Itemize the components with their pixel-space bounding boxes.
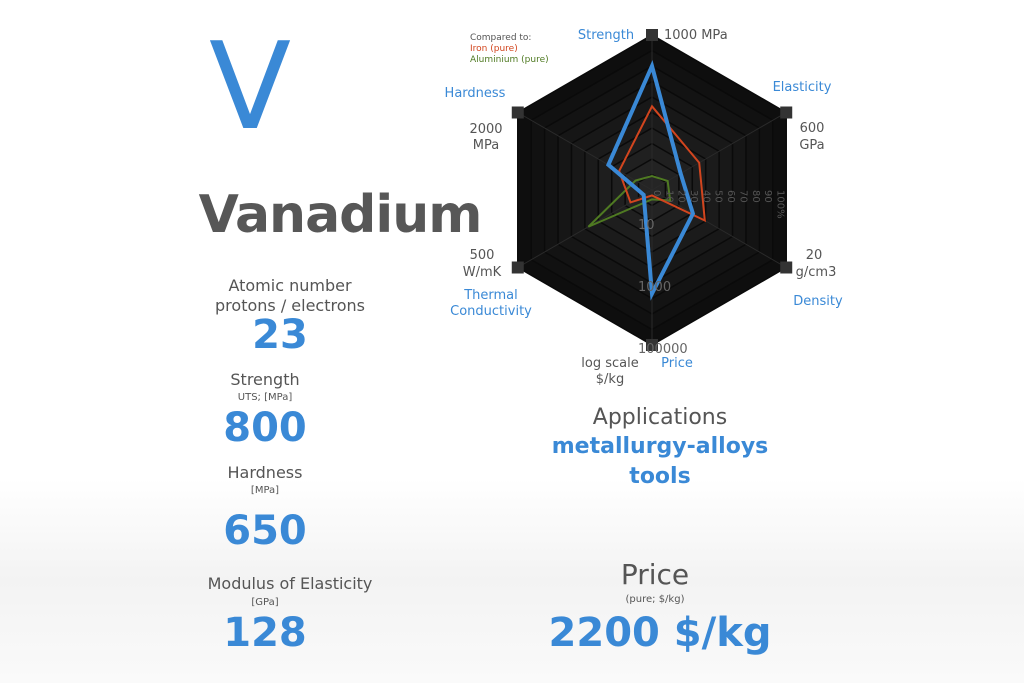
- axis-max-thermal-unit: W/mK: [463, 265, 502, 280]
- price-unit: (pure; $/kg): [625, 594, 685, 605]
- legend-aluminium: Aluminium (pure): [470, 55, 549, 65]
- axis-label-elasticity: Elasticity: [773, 80, 832, 95]
- series-iron: [618, 104, 706, 223]
- price-title: Price: [620, 558, 690, 591]
- axis-label-thermal: Thermal: [463, 288, 518, 303]
- axis-max-density-unit: g/cm3: [796, 265, 837, 280]
- percent-tick-label: 30: [688, 190, 699, 203]
- elasticity-value: 128: [223, 610, 307, 656]
- axis-max-strength: 1000 MPa: [664, 28, 728, 43]
- axis-max-hardness-unit: MPa: [473, 138, 499, 153]
- axis-end-marker: [780, 261, 793, 274]
- axis-end-marker: [646, 29, 658, 41]
- percent-tick-label: 20: [676, 190, 687, 203]
- legend-iron: Iron (pure): [470, 44, 518, 54]
- axis-label-density: Density: [793, 294, 843, 309]
- axis-end-marker: [511, 106, 524, 119]
- application-item: metallurgy-alloys: [551, 434, 769, 459]
- axis-max-hardness: 2000: [469, 122, 502, 137]
- axis-max-density: 20: [806, 248, 823, 263]
- atomic-number-value: 23: [252, 312, 308, 358]
- atomic-number-label-line2: protons / electrons: [215, 296, 365, 315]
- percent-tick-label: 80: [750, 190, 761, 203]
- percent-tick-label: 100%: [774, 190, 785, 219]
- axis-max-elasticity: 600: [800, 121, 825, 136]
- radar-spoke: [651, 189, 787, 268]
- price-tick-label: 10: [638, 218, 655, 233]
- axis-end-marker: [646, 339, 658, 351]
- price-tick-label: 100000: [638, 342, 688, 357]
- series-vanadium: [605, 59, 696, 301]
- strength-unit: UTS; [MPa]: [237, 392, 293, 403]
- hardness-label: Hardness: [227, 463, 303, 482]
- percent-tick-label: 70: [737, 190, 748, 203]
- radar-spoke: [517, 189, 653, 268]
- elasticity-label: Modulus of Elasticity: [207, 574, 373, 593]
- application-item: tools: [629, 464, 691, 489]
- axis-label-thermal-2: Conductivity: [450, 304, 532, 319]
- axis-max-elasticity-unit: GPa: [799, 138, 824, 153]
- price-value: 2200 $/kg: [548, 610, 772, 656]
- axis-label-strength: Strength: [578, 28, 634, 43]
- percent-tick-label: 0: [651, 190, 662, 196]
- hardness-unit: [MPa]: [250, 485, 280, 496]
- elasticity-unit: [GPa]: [251, 597, 279, 608]
- axis-label-hardness: Hardness: [445, 86, 506, 101]
- hardness-value: 650: [223, 508, 307, 554]
- axis-end-marker: [780, 106, 793, 119]
- legend-title: Compared to:: [470, 33, 531, 43]
- series-aluminium: [587, 175, 672, 228]
- applications-title: Applications: [592, 405, 728, 430]
- percent-tick-label: 50: [713, 190, 724, 203]
- atomic-number-label: Atomic number protons / electrons: [180, 276, 400, 316]
- axis-label-price: Price: [661, 356, 693, 371]
- element-symbol: V: [208, 18, 292, 157]
- percent-tick-label: 40: [700, 190, 711, 203]
- percent-tick-label: 10: [663, 190, 674, 203]
- radar-spoke: [651, 112, 787, 191]
- axis-max-price-unit: $/kg: [596, 372, 624, 387]
- axis-end-marker: [511, 261, 524, 274]
- axis-max-thermal: 500: [470, 248, 495, 263]
- radar-spoke: [517, 112, 653, 191]
- strength-label: Strength: [230, 370, 300, 389]
- price-tick-label: 1000: [638, 280, 671, 295]
- percent-tick-label: 60: [725, 190, 736, 203]
- strength-value: 800: [223, 405, 307, 451]
- axis-max-price: log scale: [581, 356, 638, 371]
- percent-tick-label: 90: [762, 190, 773, 203]
- element-name: Vanadium: [198, 185, 483, 245]
- atomic-number-label-line1: Atomic number: [228, 276, 352, 295]
